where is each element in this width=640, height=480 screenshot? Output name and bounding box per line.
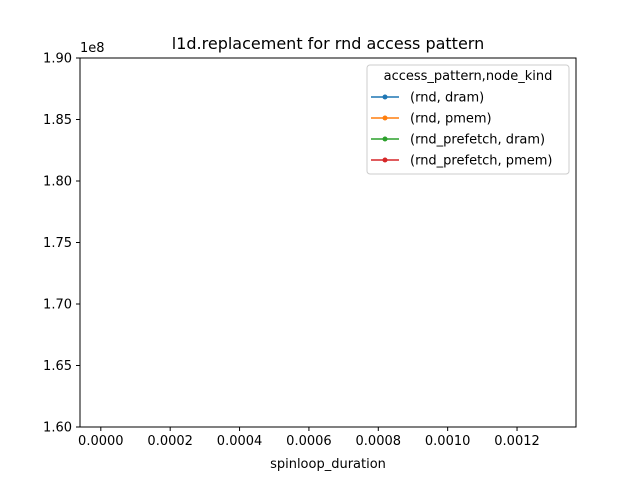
- legend-marker: [382, 157, 388, 163]
- y-tick-label: 1.65: [43, 359, 72, 374]
- x-axis: 0.0000 0.0002 0.0004 0.0006 0.0008 0.0010 0.00…: [78, 427, 540, 449]
- y-axis: 1.60 1.65 1.70 1.75 1.80 1.85 1.90: [43, 52, 80, 436]
- y-tick-label: 1.75: [43, 236, 72, 251]
- legend-label: (rnd, dram): [410, 91, 484, 106]
- legend-title: access_pattern,node_kind: [384, 69, 553, 84]
- y-tick-label: 1.85: [43, 113, 72, 128]
- y-tick-label: 1.70: [43, 298, 72, 313]
- x-tick-label: 0.0004: [217, 434, 263, 449]
- legend-label: (rnd_prefetch, dram): [410, 133, 545, 148]
- chart-title: l1d.replacement for rnd access pattern: [172, 34, 484, 53]
- legend-marker: [382, 94, 388, 100]
- legend: access_pattern,node_kind (rnd, dram)(rnd…: [366, 64, 570, 175]
- legend-marker: [382, 115, 388, 121]
- legend-frame: [366, 64, 570, 175]
- x-tick-label: 0.0012: [494, 434, 540, 449]
- x-axis-label: spinloop_duration: [270, 457, 386, 472]
- y-offset-label: 1e8: [80, 41, 105, 56]
- x-tick-label: 0.0008: [356, 434, 402, 449]
- y-tick-label: 1.80: [43, 175, 72, 190]
- legend-marker: [382, 136, 388, 142]
- legend-label: (rnd, pmem): [410, 112, 492, 127]
- y-tick-label: 1.90: [43, 52, 72, 67]
- y-tick-label: 1.60: [43, 421, 72, 436]
- x-tick-label: 0.0010: [425, 434, 471, 449]
- x-tick-label: 0.0000: [78, 434, 124, 449]
- legend-entries: (rnd, dram) (rnd, pmem) (rnd_prefetch, dra…: [371, 91, 552, 169]
- x-tick-label: 0.0006: [286, 434, 332, 449]
- x-tick-label: 0.0002: [147, 434, 193, 449]
- legend-label: (rnd_prefetch, pmem): [410, 154, 552, 169]
